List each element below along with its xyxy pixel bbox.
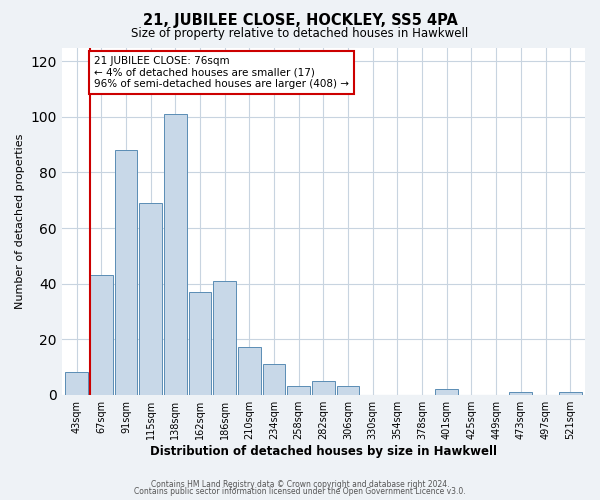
Bar bbox=[188, 292, 211, 394]
Bar bbox=[115, 150, 137, 394]
Bar bbox=[287, 386, 310, 394]
Text: 21 JUBILEE CLOSE: 76sqm
← 4% of detached houses are smaller (17)
96% of semi-det: 21 JUBILEE CLOSE: 76sqm ← 4% of detached… bbox=[94, 56, 349, 89]
Text: Contains HM Land Registry data © Crown copyright and database right 2024.: Contains HM Land Registry data © Crown c… bbox=[151, 480, 449, 489]
Bar bbox=[509, 392, 532, 394]
Bar bbox=[263, 364, 286, 394]
Bar bbox=[312, 381, 335, 394]
Bar bbox=[90, 276, 113, 394]
Bar bbox=[559, 392, 581, 394]
Text: Size of property relative to detached houses in Hawkwell: Size of property relative to detached ho… bbox=[131, 28, 469, 40]
Bar bbox=[139, 203, 162, 394]
Text: 21, JUBILEE CLOSE, HOCKLEY, SS5 4PA: 21, JUBILEE CLOSE, HOCKLEY, SS5 4PA bbox=[143, 12, 457, 28]
Bar bbox=[214, 281, 236, 394]
Bar bbox=[164, 114, 187, 394]
X-axis label: Distribution of detached houses by size in Hawkwell: Distribution of detached houses by size … bbox=[150, 444, 497, 458]
Bar bbox=[436, 389, 458, 394]
Text: Contains public sector information licensed under the Open Government Licence v3: Contains public sector information licen… bbox=[134, 488, 466, 496]
Bar bbox=[65, 372, 88, 394]
Bar bbox=[337, 386, 359, 394]
Bar bbox=[238, 348, 261, 395]
Y-axis label: Number of detached properties: Number of detached properties bbox=[15, 134, 25, 309]
